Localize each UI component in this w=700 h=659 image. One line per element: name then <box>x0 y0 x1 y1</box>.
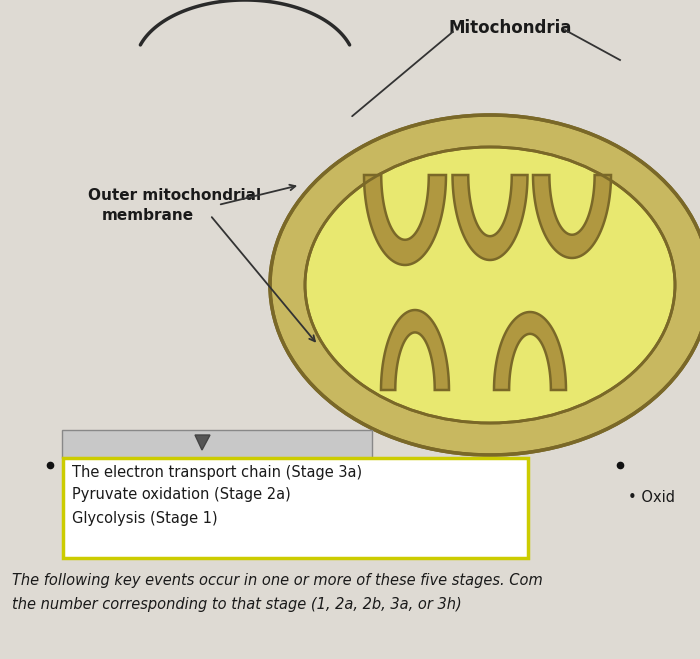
Polygon shape <box>494 312 566 390</box>
Polygon shape <box>533 175 611 258</box>
Text: The following key events occur in one or more of these five stages. Com: The following key events occur in one or… <box>12 573 542 588</box>
Text: Pyruvate oxidation (Stage 2a): Pyruvate oxidation (Stage 2a) <box>72 488 290 503</box>
Polygon shape <box>364 175 446 265</box>
Text: • Oxid: • Oxid <box>628 490 675 505</box>
Text: Mitochondria: Mitochondria <box>448 19 572 37</box>
Ellipse shape <box>270 115 700 455</box>
FancyBboxPatch shape <box>62 430 372 458</box>
Text: Outer mitochondrial: Outer mitochondrial <box>88 188 261 202</box>
Ellipse shape <box>305 147 675 423</box>
FancyBboxPatch shape <box>63 458 528 558</box>
Text: Glycolysis (Stage 1): Glycolysis (Stage 1) <box>72 511 218 525</box>
Text: the number corresponding to that stage (1, 2a, 2b, 3a, or 3h): the number corresponding to that stage (… <box>12 598 462 612</box>
Polygon shape <box>195 435 210 450</box>
Polygon shape <box>381 310 449 390</box>
Polygon shape <box>452 175 528 260</box>
Text: membrane: membrane <box>102 208 194 223</box>
Text: The electron transport chain (Stage 3a): The electron transport chain (Stage 3a) <box>72 465 362 480</box>
